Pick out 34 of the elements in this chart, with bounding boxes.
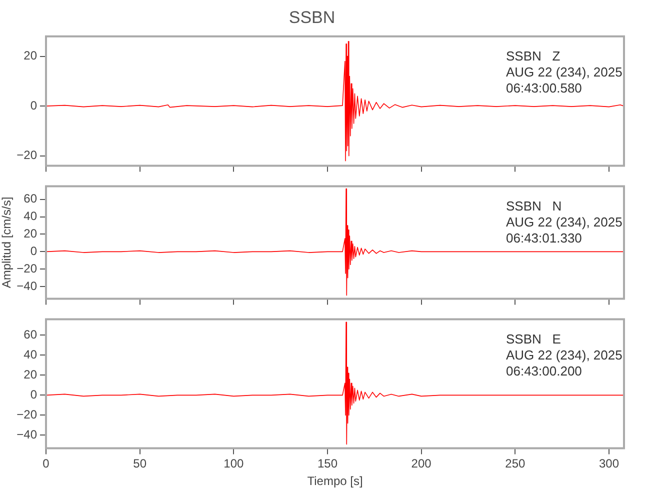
y-tick-label: 60 [24, 328, 38, 342]
x-tick-label: 200 [411, 456, 432, 471]
annotation: AUG 22 (234), 2025 [506, 64, 622, 80]
y-tick-label: 20 [24, 226, 38, 241]
x-tick-label: 250 [505, 456, 526, 471]
y-tick-label: 40 [24, 209, 38, 224]
y-tick-label: −20 [16, 408, 38, 422]
y-tick-label: −40 [16, 428, 38, 442]
chart-title: SSBN [288, 8, 336, 27]
x-tick-label: 100 [224, 456, 244, 471]
y-tick-label: −20 [16, 261, 38, 276]
annotation: 06:43:00.580 [506, 80, 582, 96]
x-tick-label: 150 [317, 456, 338, 471]
x-tick-label: 300 [598, 456, 620, 471]
annotation: SSBN E [506, 331, 562, 346]
y-tick-label: 0 [30, 98, 38, 112]
annotation: 06:43:00.200 [506, 363, 582, 378]
annotation: SSBN N [506, 198, 562, 214]
y-tick-label: 20 [24, 48, 38, 63]
y-axis-title: Amplitud [cm/s/s] [0, 196, 14, 288]
x-tick-label: 50 [133, 456, 147, 471]
y-tick-label: 20 [24, 368, 38, 382]
annotation: AUG 22 (234), 2025 [506, 214, 622, 230]
y-tick-label: −20 [16, 148, 38, 162]
annotation: 06:43:01.330 [506, 230, 582, 246]
y-tick-label: 0 [30, 244, 38, 258]
y-tick-label: 60 [24, 192, 38, 206]
x-axis-title: Tiempo [s] [307, 474, 363, 488]
annotation: SSBN Z [506, 48, 560, 64]
y-tick-label: 0 [30, 388, 38, 402]
y-tick-label: 40 [24, 348, 38, 362]
x-tick-label: 0 [42, 456, 50, 471]
y-tick-label: −40 [16, 278, 38, 293]
annotation: AUG 22 (234), 2025 [506, 347, 622, 362]
